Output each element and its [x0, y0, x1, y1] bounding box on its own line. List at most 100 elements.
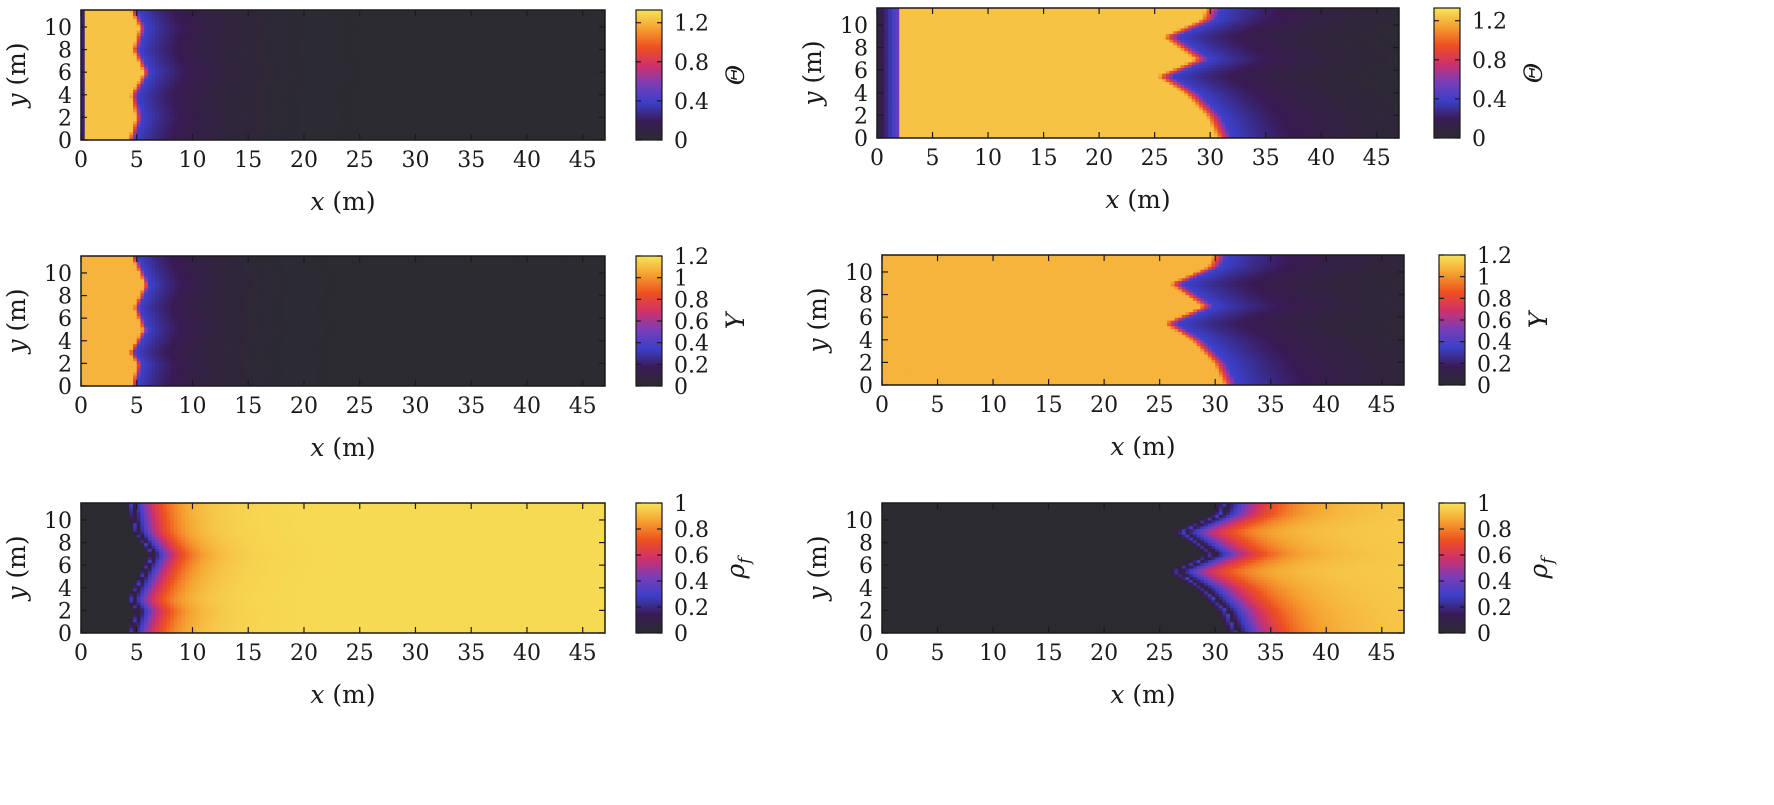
heatmap-cell	[549, 43, 554, 48]
heatmap-cell	[181, 114, 186, 118]
heatmap-cell	[110, 72, 116, 76]
heatmap-cell	[348, 55, 353, 59]
heatmap-cell	[538, 80, 543, 85]
heatmap-cell	[270, 94, 275, 99]
heatmap-cell	[248, 125, 253, 130]
heatmap-cell	[281, 89, 286, 93]
heatmap-cell	[482, 117, 487, 121]
heatmap-cell	[251, 75, 257, 79]
heatmap-cell	[218, 72, 223, 76]
heatmap-cell	[497, 103, 502, 107]
heatmap-cell	[575, 89, 580, 93]
heatmap-cell	[322, 97, 327, 102]
heatmap-cell	[99, 46, 104, 51]
heatmap-cell	[155, 128, 160, 133]
heatmap-cell	[389, 117, 394, 121]
heatmap-cell	[84, 86, 90, 90]
heatmap-cell	[214, 49, 220, 53]
heatmap-cell	[88, 77, 93, 82]
heatmap-cell	[263, 38, 268, 42]
heatmap-cell	[192, 49, 197, 53]
heatmap-cell	[434, 114, 439, 118]
heatmap-cell	[471, 41, 476, 45]
heatmap-cell	[560, 43, 565, 48]
heatmap-cell	[530, 69, 535, 73]
heatmap-cell	[497, 134, 502, 138]
heatmap-cell	[419, 77, 424, 82]
heatmap-cell	[441, 131, 446, 135]
heatmap-cell	[95, 131, 101, 135]
heatmap-cell	[452, 52, 457, 56]
heatmap-cell	[493, 117, 498, 121]
heatmap-cell	[348, 120, 353, 124]
heatmap-cell	[147, 43, 153, 48]
heatmap-cell	[311, 72, 316, 76]
heatmap-cell	[92, 114, 97, 118]
heatmap-cell	[92, 100, 97, 104]
heatmap-cell	[203, 86, 208, 90]
heatmap-cell	[482, 103, 487, 107]
heatmap-cell	[292, 108, 298, 113]
heatmap-cell	[549, 80, 554, 85]
heatmap-cell	[590, 100, 595, 104]
heatmap-cell	[159, 134, 164, 138]
heatmap-cell	[567, 41, 573, 45]
heatmap-cell	[541, 41, 547, 45]
heatmap-cell	[519, 134, 524, 138]
heatmap-cell	[248, 128, 253, 133]
heatmap-cell	[270, 103, 275, 107]
heatmap-cell	[289, 43, 294, 48]
heatmap-cell	[478, 120, 483, 124]
heatmap-cell	[140, 94, 145, 99]
heatmap-cell	[415, 123, 420, 127]
heatmap-cell	[136, 63, 142, 68]
heatmap-cell	[233, 69, 238, 73]
heatmap-cell	[486, 89, 491, 93]
heatmap-cell	[374, 77, 379, 82]
heatmap-cell	[408, 111, 413, 116]
heatmap-cell	[211, 91, 216, 96]
heatmap-cell	[99, 131, 104, 135]
heatmap-cell	[222, 125, 227, 130]
heatmap-cell	[240, 52, 246, 56]
heatmap-cell	[448, 125, 454, 130]
heatmap-cell	[582, 89, 588, 93]
heatmap-cell	[359, 60, 365, 65]
heatmap-cell	[500, 106, 506, 110]
heatmap-cell	[188, 91, 194, 96]
heatmap-cell	[530, 60, 535, 65]
heatmap-cell	[181, 66, 186, 70]
heatmap-cell	[348, 91, 353, 96]
heatmap-cell	[285, 58, 290, 62]
heatmap-cell	[307, 103, 313, 107]
heatmap-cell	[240, 134, 246, 138]
heatmap-cell	[222, 111, 227, 116]
heatmap-cell	[430, 100, 435, 104]
heatmap-cell	[300, 83, 305, 87]
heatmap-cell	[311, 94, 316, 99]
heatmap-cell	[151, 69, 156, 73]
heatmap-cell	[133, 86, 138, 90]
heatmap-cell	[541, 80, 547, 85]
heatmap-cell	[218, 46, 223, 51]
heatmap-cell	[318, 131, 324, 135]
heatmap-cell	[374, 86, 379, 90]
heatmap-cell	[478, 125, 483, 130]
heatmap-cell	[489, 137, 495, 140]
heatmap-cell	[556, 41, 562, 45]
heatmap-cell	[478, 52, 483, 56]
heatmap-cell	[199, 55, 205, 59]
heatmap-cell	[155, 94, 160, 99]
heatmap-cell	[248, 97, 253, 102]
heatmap-cell	[103, 86, 108, 90]
heatmap-cell	[404, 103, 409, 107]
heatmap-cell	[162, 114, 168, 118]
heatmap-cell	[400, 125, 405, 130]
heatmap-cell	[515, 94, 521, 99]
heatmap-cell	[460, 43, 465, 48]
heatmap-cell	[333, 108, 339, 113]
heatmap-cell	[370, 111, 376, 116]
heatmap-cell	[382, 131, 387, 135]
heatmap-cell	[255, 131, 260, 135]
heatmap-cell	[300, 55, 305, 59]
